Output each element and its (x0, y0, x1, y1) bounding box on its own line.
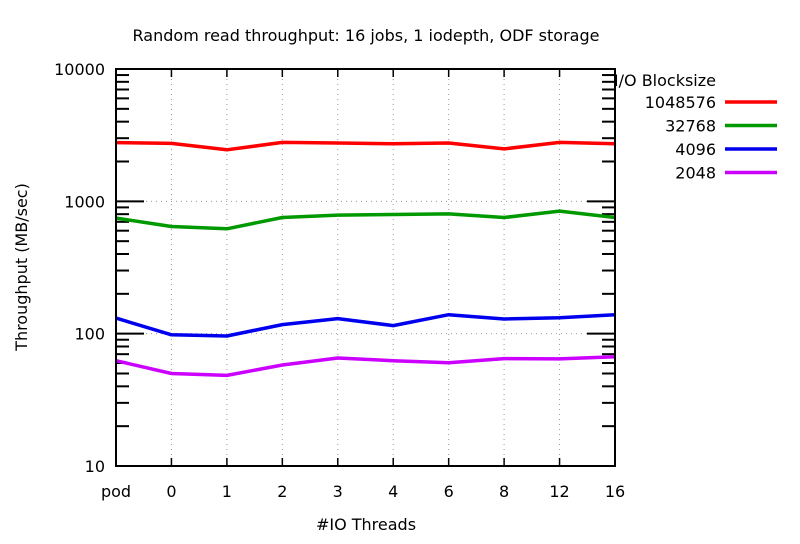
x-tick-labels: pod 0 1 2 3 4 6 8 12 16 (101, 482, 625, 501)
y-axis-label: Throughput (MB/sec) (12, 183, 31, 352)
legend-label: 2048 (675, 164, 716, 183)
y-tick-label: 10 (85, 457, 105, 476)
y-tick-label: 10000 (54, 60, 105, 79)
series-lines (115, 140, 616, 378)
series-line-32768 (115, 209, 616, 231)
x-tick-label: 12 (549, 482, 569, 501)
legend-label: 32768 (665, 117, 716, 136)
x-tick-label: 0 (166, 482, 176, 501)
legend-title: I/O Blocksize (614, 71, 716, 90)
legend-label: 4096 (675, 140, 716, 159)
x-axis-label: #IO Threads (316, 515, 416, 534)
ticks (115, 68, 616, 467)
series-line-4096 (115, 312, 616, 338)
chart-title: Random read throughput: 16 jobs, 1 iodep… (133, 26, 600, 45)
series-line-1048576 (115, 140, 616, 152)
y-tick-labels: 10 100 1000 10000 (54, 60, 105, 476)
x-tick-label: 16 (605, 482, 625, 501)
series-line-2048 (115, 354, 616, 378)
x-tick-label: pod (101, 482, 131, 501)
x-tick-label: 1 (222, 482, 232, 501)
x-tick-label: 8 (499, 482, 509, 501)
grid (116, 69, 615, 466)
legend: I/O Blocksize 1048576 32768 4096 2048 (614, 71, 777, 183)
x-tick-label: 2 (277, 482, 287, 501)
plot-frame (115, 68, 616, 467)
legend-label: 1048576 (645, 93, 716, 112)
x-tick-label: 3 (333, 482, 343, 501)
y-tick-label: 1000 (64, 192, 105, 211)
x-tick-label: 6 (444, 482, 454, 501)
x-tick-label: 4 (388, 482, 398, 501)
y-tick-label: 100 (74, 325, 105, 344)
